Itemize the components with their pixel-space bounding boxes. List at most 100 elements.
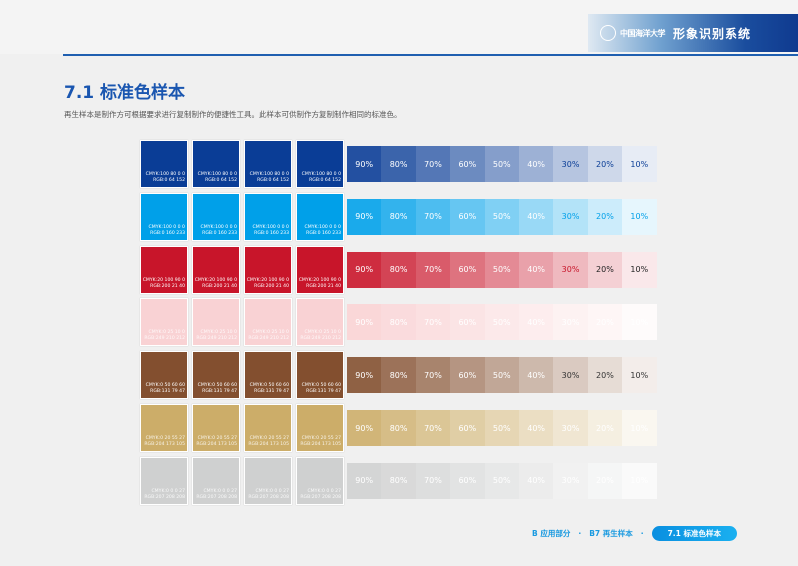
color-row: CMYK:0 25 10 0 RGB:249 210 212 CMYK:0 25 1…: [140, 298, 660, 347]
tint-cell: 20%: [587, 304, 623, 341]
tint-cell: 70%: [415, 146, 451, 182]
tint-cell: 90%: [347, 251, 382, 288]
rgb-value: RGB:207 208 208: [300, 494, 341, 500]
tint-cell: 70%: [415, 410, 451, 446]
tint-cell: 80%: [381, 198, 416, 235]
cmyk-value: CMYK:0 25 10 0: [200, 330, 237, 336]
cmyk-value: CMYK:0 25 10 0: [148, 330, 185, 336]
rgb-value: RGB:204 173 105: [248, 442, 289, 447]
rgb-value: RGB:0 160 233: [202, 230, 237, 236]
tint-strip: 90% 80% 70% 60% 50% 40% 30% 20% 10%: [347, 410, 657, 446]
tint-cell: 50%: [484, 357, 519, 394]
tint-cell: 30%: [553, 304, 588, 341]
tint-cell: 40%: [518, 146, 554, 182]
tint-cell: 30%: [553, 198, 588, 235]
cmyk-value: CMYK:0 50 60 60: [197, 383, 237, 389]
rgb-value: RGB:249 210 212: [196, 336, 237, 342]
tint-cell: 70%: [415, 304, 451, 341]
cmyk-value: CMYK:0 25 10 0: [304, 330, 341, 336]
breadcrumb-current[interactable]: 7.1 标准色样本: [651, 526, 737, 541]
tint-cell: 80%: [381, 357, 416, 394]
tint-cell: 40%: [518, 251, 554, 288]
tint-cell: 50%: [484, 198, 519, 235]
color-swatch: CMYK:100 80 0 0 RGB:0 64 152: [296, 140, 344, 188]
tint-strip: 90% 80% 70% 60% 50% 40% 30% 20% 10%: [347, 357, 657, 394]
rgb-value: RGB:200 21 40: [150, 283, 185, 289]
color-row: CMYK:0 0 0 27 RGB:207 208 208 CMYK:0 0 0 2…: [140, 456, 660, 505]
color-swatch: CMYK:0 0 0 27 RGB:207 208 208: [296, 456, 344, 505]
cmyk-value: CMYK:0 50 60 60: [249, 383, 289, 389]
tint-cell: 30%: [553, 410, 588, 446]
rgb-value: RGB:200 21 40: [254, 283, 289, 289]
rgb-value: RGB:204 173 105: [196, 442, 237, 447]
tint-cell: 10%: [622, 462, 657, 499]
tint-cell: 40%: [518, 198, 554, 235]
tint-cell: 60%: [450, 357, 485, 394]
rgb-value: RGB:200 21 40: [202, 283, 237, 289]
tint-strip: 90% 80% 70% 60% 50% 40% 30% 20% 10%: [347, 304, 657, 341]
breadcrumb-section[interactable]: B 应用部分: [532, 529, 571, 538]
tint-cell: 80%: [381, 410, 416, 446]
tint-cell: 30%: [553, 251, 588, 288]
tint-cell: 20%: [587, 462, 623, 499]
rgb-value: RGB:207 208 208: [144, 494, 185, 500]
color-swatch: CMYK:0 0 0 27 RGB:207 208 208: [192, 456, 240, 505]
tint-cell: 90%: [347, 198, 382, 235]
color-swatch: CMYK:100 80 0 0 RGB:0 64 152: [140, 140, 188, 188]
cmyk-value: CMYK:100 0 0 0: [148, 224, 185, 230]
tint-cell: 50%: [484, 251, 519, 288]
page-title: 7.1 标准色样本: [64, 83, 186, 103]
tint-cell: 60%: [450, 251, 485, 288]
rgb-value: RGB:249 210 212: [144, 336, 185, 342]
tint-cell: 80%: [381, 146, 416, 182]
rgb-value: RGB:0 160 233: [306, 230, 341, 236]
tint-cell: 50%: [484, 146, 519, 182]
university-emblem-icon: [600, 25, 616, 41]
rgb-value: RGB:200 21 40: [306, 283, 341, 289]
tint-strip: 90% 80% 70% 60% 50% 40% 30% 20% 10%: [347, 462, 657, 499]
cmyk-value: CMYK:0 0 0 27: [203, 488, 237, 494]
tint-cell: 70%: [415, 251, 451, 288]
tint-cell: 10%: [622, 304, 657, 341]
rgb-value: RGB:0 64 152: [309, 178, 341, 183]
breadcrumb-subsection[interactable]: B7 再生样本: [589, 529, 633, 538]
color-swatch: CMYK:0 25 10 0 RGB:249 210 212: [192, 298, 240, 347]
color-swatch: CMYK:100 80 0 0 RGB:0 64 152: [244, 140, 292, 188]
tint-cell: 10%: [622, 410, 657, 446]
cmyk-value: CMYK:0 25 10 0: [252, 330, 289, 336]
cmyk-value: CMYK:0 0 0 27: [255, 488, 289, 494]
tint-cell: 10%: [622, 146, 657, 182]
rgb-value: RGB:204 173 105: [144, 442, 185, 447]
cmyk-value: CMYK:20 100 90 0: [246, 277, 289, 283]
color-swatch: CMYK:20 100 90 0 RGB:200 21 40: [296, 245, 344, 294]
color-swatch: CMYK:0 25 10 0 RGB:249 210 212: [244, 298, 292, 347]
breadcrumb-separator: ·: [640, 529, 644, 538]
color-swatch: CMYK:100 0 0 0 RGB:0 160 233: [296, 192, 344, 241]
cmyk-value: CMYK:0 20 55 27: [301, 436, 341, 441]
color-row: CMYK:100 0 0 0 RGB:0 160 233 CMYK:100 0 0 …: [140, 192, 660, 241]
tint-cell: 40%: [518, 304, 554, 341]
color-swatch: CMYK:100 0 0 0 RGB:0 160 233: [140, 192, 188, 241]
tint-cell: 90%: [347, 304, 382, 341]
color-swatch: CMYK:20 100 90 0 RGB:200 21 40: [192, 245, 240, 294]
color-swatch: CMYK:0 50 60 60 RGB:131 79 47: [192, 351, 240, 400]
tint-cell: 20%: [587, 251, 623, 288]
breadcrumb-separator: ·: [578, 529, 582, 538]
color-swatch: CMYK:0 25 10 0 RGB:249 210 212: [296, 298, 344, 347]
tint-cell: 90%: [347, 462, 382, 499]
tint-cell: 40%: [518, 462, 554, 499]
color-swatch: CMYK:0 20 55 27 RGB:204 173 105: [296, 404, 344, 452]
cmyk-value: CMYK:100 80 0 0: [249, 172, 289, 177]
rgb-value: RGB:249 210 212: [300, 336, 341, 342]
color-swatch: CMYK:20 100 90 0 RGB:200 21 40: [140, 245, 188, 294]
color-row: CMYK:20 100 90 0 RGB:200 21 40 CMYK:20 100…: [140, 245, 660, 294]
cmyk-value: CMYK:100 0 0 0: [200, 224, 237, 230]
tint-cell: 90%: [347, 357, 382, 394]
rgb-value: RGB:131 79 47: [306, 389, 341, 395]
rgb-value: RGB:207 208 208: [196, 494, 237, 500]
tint-cell: 20%: [587, 146, 623, 182]
color-swatch: CMYK:0 0 0 27 RGB:207 208 208: [140, 456, 188, 505]
tint-cell: 30%: [553, 357, 588, 394]
cmyk-value: CMYK:0 50 60 60: [145, 383, 185, 389]
cmyk-value: CMYK:20 100 90 0: [194, 277, 237, 283]
